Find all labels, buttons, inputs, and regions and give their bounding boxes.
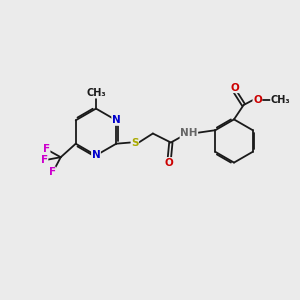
Text: F: F bbox=[49, 167, 56, 177]
Text: O: O bbox=[253, 94, 262, 105]
Text: F: F bbox=[41, 154, 48, 165]
Text: NH: NH bbox=[180, 128, 198, 139]
Text: CH₃: CH₃ bbox=[271, 94, 290, 105]
Text: F: F bbox=[43, 144, 50, 154]
Text: O: O bbox=[165, 158, 174, 168]
Text: S: S bbox=[131, 137, 139, 148]
Text: CH₃: CH₃ bbox=[86, 88, 106, 98]
Text: N: N bbox=[92, 150, 100, 161]
Text: O: O bbox=[230, 82, 239, 93]
Text: N: N bbox=[112, 115, 121, 125]
